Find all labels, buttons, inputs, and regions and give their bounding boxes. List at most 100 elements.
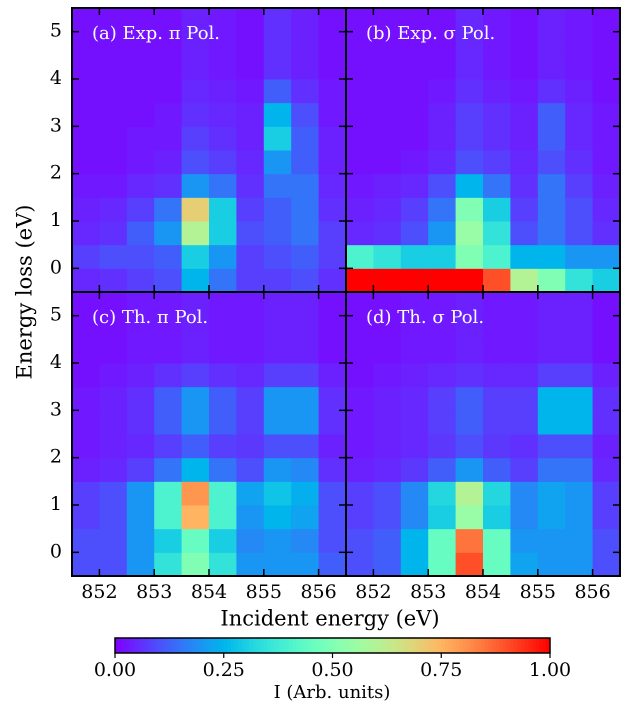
heatmap-cell bbox=[154, 173, 183, 198]
heatmap-cell bbox=[236, 410, 265, 435]
heatmap-cell bbox=[181, 173, 210, 198]
heatmap-cell bbox=[483, 315, 511, 340]
heatmap-cell bbox=[72, 31, 100, 56]
heatmap-cell bbox=[154, 102, 183, 127]
heatmap-cell bbox=[181, 55, 210, 80]
heatmap-cell bbox=[400, 505, 429, 530]
x-tick-label: 855 bbox=[520, 581, 556, 603]
heatmap-cell bbox=[318, 102, 346, 127]
heatmap-cell bbox=[510, 79, 539, 104]
heatmap-cell bbox=[373, 79, 402, 104]
heatmap-cell bbox=[510, 221, 539, 246]
heatmap-cell bbox=[154, 363, 183, 388]
colorbar-segment bbox=[147, 638, 152, 653]
heatmap-cell bbox=[510, 268, 539, 292]
heatmap-cell bbox=[455, 292, 484, 317]
heatmap-cell bbox=[510, 126, 539, 151]
heatmap-cell bbox=[455, 315, 484, 340]
x-axis-label: Incident energy (eV) bbox=[220, 607, 439, 631]
heatmap-cell bbox=[318, 173, 346, 198]
heatmap-cell bbox=[318, 528, 346, 553]
heatmap-cell bbox=[483, 221, 511, 246]
heatmap-cell bbox=[318, 363, 346, 388]
heatmap-cell bbox=[236, 268, 265, 292]
heatmap-cell bbox=[428, 102, 457, 127]
heatmap-cell bbox=[318, 31, 346, 56]
heatmap-cell bbox=[291, 221, 320, 246]
colorbar-segment bbox=[158, 638, 163, 653]
heatmap-cell bbox=[209, 315, 237, 340]
colorbar-segment bbox=[256, 638, 261, 653]
heatmap-cell bbox=[209, 55, 237, 80]
heatmap-cell bbox=[154, 434, 183, 459]
heatmap-cell bbox=[565, 79, 594, 104]
heatmap-cell bbox=[209, 79, 237, 104]
heatmap-cell bbox=[99, 315, 128, 340]
colorbar-segment bbox=[386, 638, 391, 653]
heatmap-cell bbox=[236, 221, 265, 246]
heatmap-cell bbox=[592, 434, 620, 459]
heatmap-cell bbox=[428, 315, 457, 340]
heatmap-cell bbox=[181, 197, 210, 222]
heatmap-cell bbox=[209, 528, 237, 553]
colorbar-segment bbox=[310, 638, 315, 653]
heatmap-cell bbox=[154, 457, 183, 482]
heatmap-cell bbox=[72, 292, 100, 317]
heatmap-cell bbox=[537, 126, 566, 151]
heatmap-cell bbox=[400, 363, 429, 388]
heatmap-cell bbox=[318, 552, 346, 576]
heatmap-cell bbox=[510, 363, 539, 388]
heatmap-cell bbox=[236, 102, 265, 127]
heatmap-cell bbox=[263, 552, 292, 576]
x-tick-label: 854 bbox=[465, 581, 501, 603]
heatmap-cell bbox=[99, 102, 128, 127]
heatmap-cell bbox=[181, 292, 210, 317]
y-tick-label: 2 bbox=[50, 162, 62, 184]
colorbar-segment bbox=[394, 638, 399, 653]
heatmap-cell bbox=[592, 8, 620, 33]
colorbar-segment bbox=[383, 638, 388, 653]
heatmap-cell bbox=[126, 363, 155, 388]
heatmap-cell bbox=[72, 410, 100, 435]
heatmap-cell bbox=[291, 197, 320, 222]
colorbar-segment bbox=[459, 638, 464, 653]
heatmap-cell bbox=[537, 173, 566, 198]
heatmap-cell bbox=[181, 528, 210, 553]
heatmap-cell bbox=[263, 150, 292, 175]
heatmap-cell bbox=[373, 150, 402, 175]
colorbar-segment bbox=[249, 638, 254, 653]
heatmap-cell bbox=[318, 410, 346, 435]
colorbar-segment bbox=[194, 638, 199, 653]
heatmap-cell bbox=[236, 173, 265, 198]
heatmap-cell bbox=[236, 363, 265, 388]
heatmap-cell bbox=[346, 339, 374, 364]
heatmap-cell bbox=[346, 410, 374, 435]
heatmap-cell bbox=[99, 457, 128, 482]
heatmap-cell bbox=[400, 197, 429, 222]
heatmap-cell bbox=[346, 8, 374, 33]
colorbar-tick-label: 0.00 bbox=[94, 659, 136, 681]
heatmap-cell bbox=[181, 434, 210, 459]
heatmap-cell bbox=[291, 292, 320, 317]
colorbar-segment bbox=[434, 638, 439, 653]
colorbar-segment bbox=[466, 638, 471, 653]
heatmap-cell bbox=[291, 363, 320, 388]
heatmap-cell bbox=[373, 268, 402, 292]
heatmap-cell bbox=[537, 292, 566, 317]
heatmap-cell bbox=[318, 457, 346, 482]
colorbar-segment bbox=[528, 638, 533, 653]
heatmap-cell bbox=[592, 410, 620, 435]
heatmap-cell bbox=[455, 457, 484, 482]
colorbar-segment bbox=[299, 638, 304, 653]
colorbar-segment bbox=[125, 638, 130, 653]
heatmap-cell bbox=[99, 339, 128, 364]
heatmap-cell bbox=[72, 481, 100, 506]
heatmap-cell bbox=[373, 363, 402, 388]
heatmap-cell bbox=[291, 434, 320, 459]
heatmap-cell bbox=[428, 79, 457, 104]
heatmap-cell bbox=[209, 150, 237, 175]
heatmap-cell bbox=[209, 244, 237, 269]
heatmap-cell bbox=[263, 315, 292, 340]
heatmap-cell bbox=[209, 292, 237, 317]
heatmap-cell bbox=[373, 481, 402, 506]
